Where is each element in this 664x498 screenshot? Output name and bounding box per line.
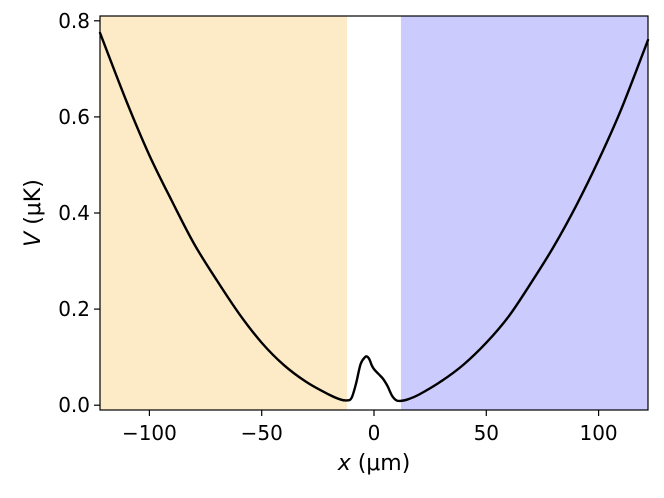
y-tick-label: 0.4	[58, 201, 90, 225]
y-tick-label: 0.2	[58, 297, 90, 321]
y-tick-label: 0.0	[58, 393, 90, 417]
y-tick-label: 0.6	[58, 105, 90, 129]
shaded-region-right	[400, 16, 648, 410]
y-axis-ticks: 0.0 0.2 0.4 0.6 0.8	[58, 9, 100, 417]
x-axis-label: x (μm)	[337, 451, 411, 476]
x-tick-label: 0	[368, 421, 381, 445]
x-axis-unit: (μm)	[351, 451, 411, 476]
y-axis-variable: V	[21, 230, 46, 247]
x-tick-label: −100	[122, 421, 177, 445]
curve-layer	[98, 31, 650, 403]
x-tick-label: 100	[579, 421, 617, 445]
x-tick-label: −50	[241, 421, 283, 445]
y-axis-unit: (μK)	[21, 179, 46, 232]
x-axis-ticks: −100 −50 0 50 100	[122, 410, 618, 445]
shaded-region-left	[100, 16, 348, 410]
y-axis-label: V (μK)	[21, 179, 46, 247]
potential-curve	[98, 31, 650, 403]
x-tick-label: 50	[474, 421, 499, 445]
y-tick-label: 0.8	[58, 9, 90, 33]
x-axis-variable: x	[337, 451, 352, 476]
shaded-regions	[100, 16, 648, 410]
